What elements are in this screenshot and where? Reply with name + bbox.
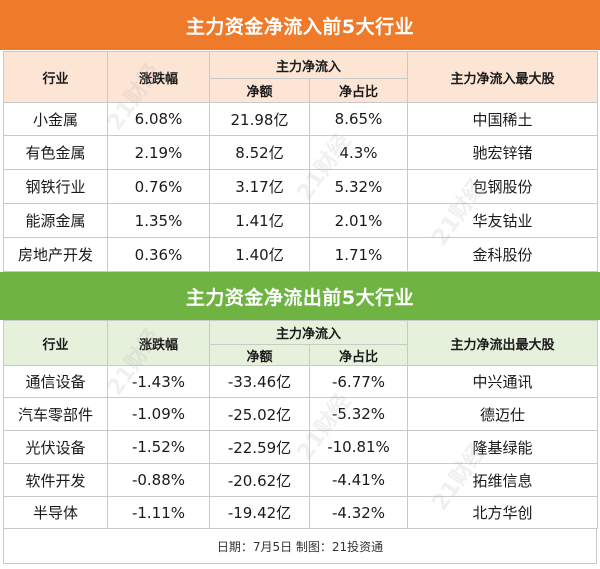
cell-top-stock: 包钢股份 bbox=[407, 169, 599, 204]
cell-net-ratio: -10.81% bbox=[308, 430, 409, 464]
cell-net-ratio: 5.32% bbox=[308, 169, 409, 204]
cell-industry: 光伏设备 bbox=[3, 430, 108, 464]
header-group: 主力净流入 bbox=[208, 51, 409, 79]
cell-net-ratio: -5.32% bbox=[308, 397, 409, 431]
cell-net-ratio: -4.32% bbox=[308, 496, 409, 529]
table-row: 光伏设备 -1.52% -22.59亿 -10.81% 隆基绿能 bbox=[3, 430, 599, 464]
cell-industry: 半导体 bbox=[3, 496, 108, 529]
cell-change: -1.43% bbox=[107, 365, 210, 398]
cell-net-amount: -20.62亿 bbox=[209, 463, 310, 497]
cell-net-ratio: 4.3% bbox=[308, 135, 409, 170]
header-change: 涨跌幅 bbox=[107, 51, 210, 103]
cell-change: 6.08% bbox=[107, 102, 210, 136]
cell-change: 1.35% bbox=[107, 203, 210, 238]
cell-net-amount: -33.46亿 bbox=[209, 365, 310, 398]
header-industry: 行业 bbox=[3, 51, 108, 103]
cell-net-amount: 8.52亿 bbox=[209, 135, 310, 170]
inflow-title: 主力资金净流入前5大行业 bbox=[0, 0, 600, 50]
cell-top-stock: 金科股份 bbox=[407, 237, 599, 272]
table-row: 汽车零部件 -1.09% -25.02亿 -5.32% 德迈仕 bbox=[3, 397, 599, 431]
header-top-stock: 主力净流出最大股 bbox=[407, 320, 599, 366]
table-row: 有色金属 2.19% 8.52亿 4.3% 驰宏锌锗 bbox=[3, 135, 599, 170]
table-row: 能源金属 1.35% 1.41亿 2.01% 华友钴业 bbox=[3, 203, 599, 238]
cell-net-amount: 3.17亿 bbox=[209, 169, 310, 204]
cell-industry: 软件开发 bbox=[3, 463, 108, 497]
header-net-amount: 净额 bbox=[209, 344, 310, 366]
header-net-ratio: 净占比 bbox=[308, 344, 409, 366]
cell-top-stock: 驰宏锌锗 bbox=[407, 135, 599, 170]
header-net-amount: 净额 bbox=[209, 78, 310, 103]
outflow-subheader-row: 净额 净占比 bbox=[4, 344, 598, 366]
table-row: 通信设备 -1.43% -33.46亿 -6.77% 中兴通讯 bbox=[3, 365, 599, 398]
cell-net-ratio: -6.77% bbox=[308, 365, 409, 398]
header-change: 涨跌幅 bbox=[107, 320, 210, 366]
header-industry: 行业 bbox=[3, 320, 108, 366]
cell-net-amount: 1.40亿 bbox=[209, 237, 310, 272]
cell-industry: 汽车零部件 bbox=[3, 397, 108, 431]
cell-top-stock: 拓维信息 bbox=[407, 463, 599, 497]
table-row: 半导体 -1.11% -19.42亿 -4.32% 北方华创 bbox=[3, 496, 599, 529]
table-row: 房地产开发 0.36% 1.40亿 1.71% 金科股份 bbox=[3, 237, 599, 272]
cell-top-stock: 华友钴业 bbox=[407, 203, 599, 238]
cell-industry: 小金属 bbox=[3, 102, 108, 136]
cell-industry: 通信设备 bbox=[3, 365, 108, 398]
cell-net-amount: -19.42亿 bbox=[209, 496, 310, 529]
cell-top-stock: 隆基绿能 bbox=[407, 430, 599, 464]
inflow-header-row: 行业 涨跌幅 主力净流入 主力净流入最大股 bbox=[3, 51, 599, 103]
cell-industry: 能源金属 bbox=[3, 203, 108, 238]
cell-net-amount: 1.41亿 bbox=[209, 203, 310, 238]
cell-net-amount: -25.02亿 bbox=[209, 397, 310, 431]
table-row: 软件开发 -0.88% -20.62亿 -4.41% 拓维信息 bbox=[3, 463, 599, 497]
cell-top-stock: 中兴通讯 bbox=[407, 365, 599, 398]
header-group: 主力净流入 bbox=[208, 320, 409, 345]
cell-net-ratio: 8.65% bbox=[308, 102, 409, 136]
cell-net-ratio: 2.01% bbox=[308, 203, 409, 238]
cell-top-stock: 中国稀土 bbox=[407, 102, 599, 136]
cell-top-stock: 北方华创 bbox=[407, 496, 599, 529]
cell-change: 0.76% bbox=[107, 169, 210, 204]
cell-top-stock: 德迈仕 bbox=[407, 397, 599, 431]
cell-change: -0.88% bbox=[107, 463, 210, 497]
cell-change: 2.19% bbox=[107, 135, 210, 170]
inflow-subheader-row: 净额 净占比 bbox=[4, 78, 598, 103]
cell-net-amount: 21.98亿 bbox=[209, 102, 310, 136]
cell-industry: 钢铁行业 bbox=[3, 169, 108, 204]
cell-net-ratio: -4.41% bbox=[308, 463, 409, 497]
inflow-table: 行业 涨跌幅 主力净流入 主力净流入最大股 净额 净占比 小金属 6.08% 2… bbox=[3, 51, 599, 272]
cell-change: -1.52% bbox=[107, 430, 210, 464]
cell-change: -1.09% bbox=[107, 397, 210, 431]
cell-net-ratio: 1.71% bbox=[308, 237, 409, 272]
footer-caption: 日期：7月5日 制图：21投资通 bbox=[3, 528, 597, 564]
cell-change: -1.11% bbox=[107, 496, 210, 529]
cell-net-amount: -22.59亿 bbox=[209, 430, 310, 464]
table-row: 小金属 6.08% 21.98亿 8.65% 中国稀土 bbox=[3, 102, 599, 136]
outflow-title: 主力资金净流出前5大行业 bbox=[0, 272, 600, 320]
header-top-stock: 主力净流入最大股 bbox=[407, 51, 599, 103]
cell-industry: 房地产开发 bbox=[3, 237, 108, 272]
table-row: 钢铁行业 0.76% 3.17亿 5.32% 包钢股份 bbox=[3, 169, 599, 204]
outflow-table: 行业 涨跌幅 主力净流入 主力净流出最大股 净额 净占比 通信设备 -1.43%… bbox=[3, 320, 599, 529]
cell-change: 0.36% bbox=[107, 237, 210, 272]
header-net-ratio: 净占比 bbox=[308, 78, 409, 103]
outflow-header-row: 行业 涨跌幅 主力净流入 主力净流出最大股 bbox=[3, 320, 599, 366]
cell-industry: 有色金属 bbox=[3, 135, 108, 170]
